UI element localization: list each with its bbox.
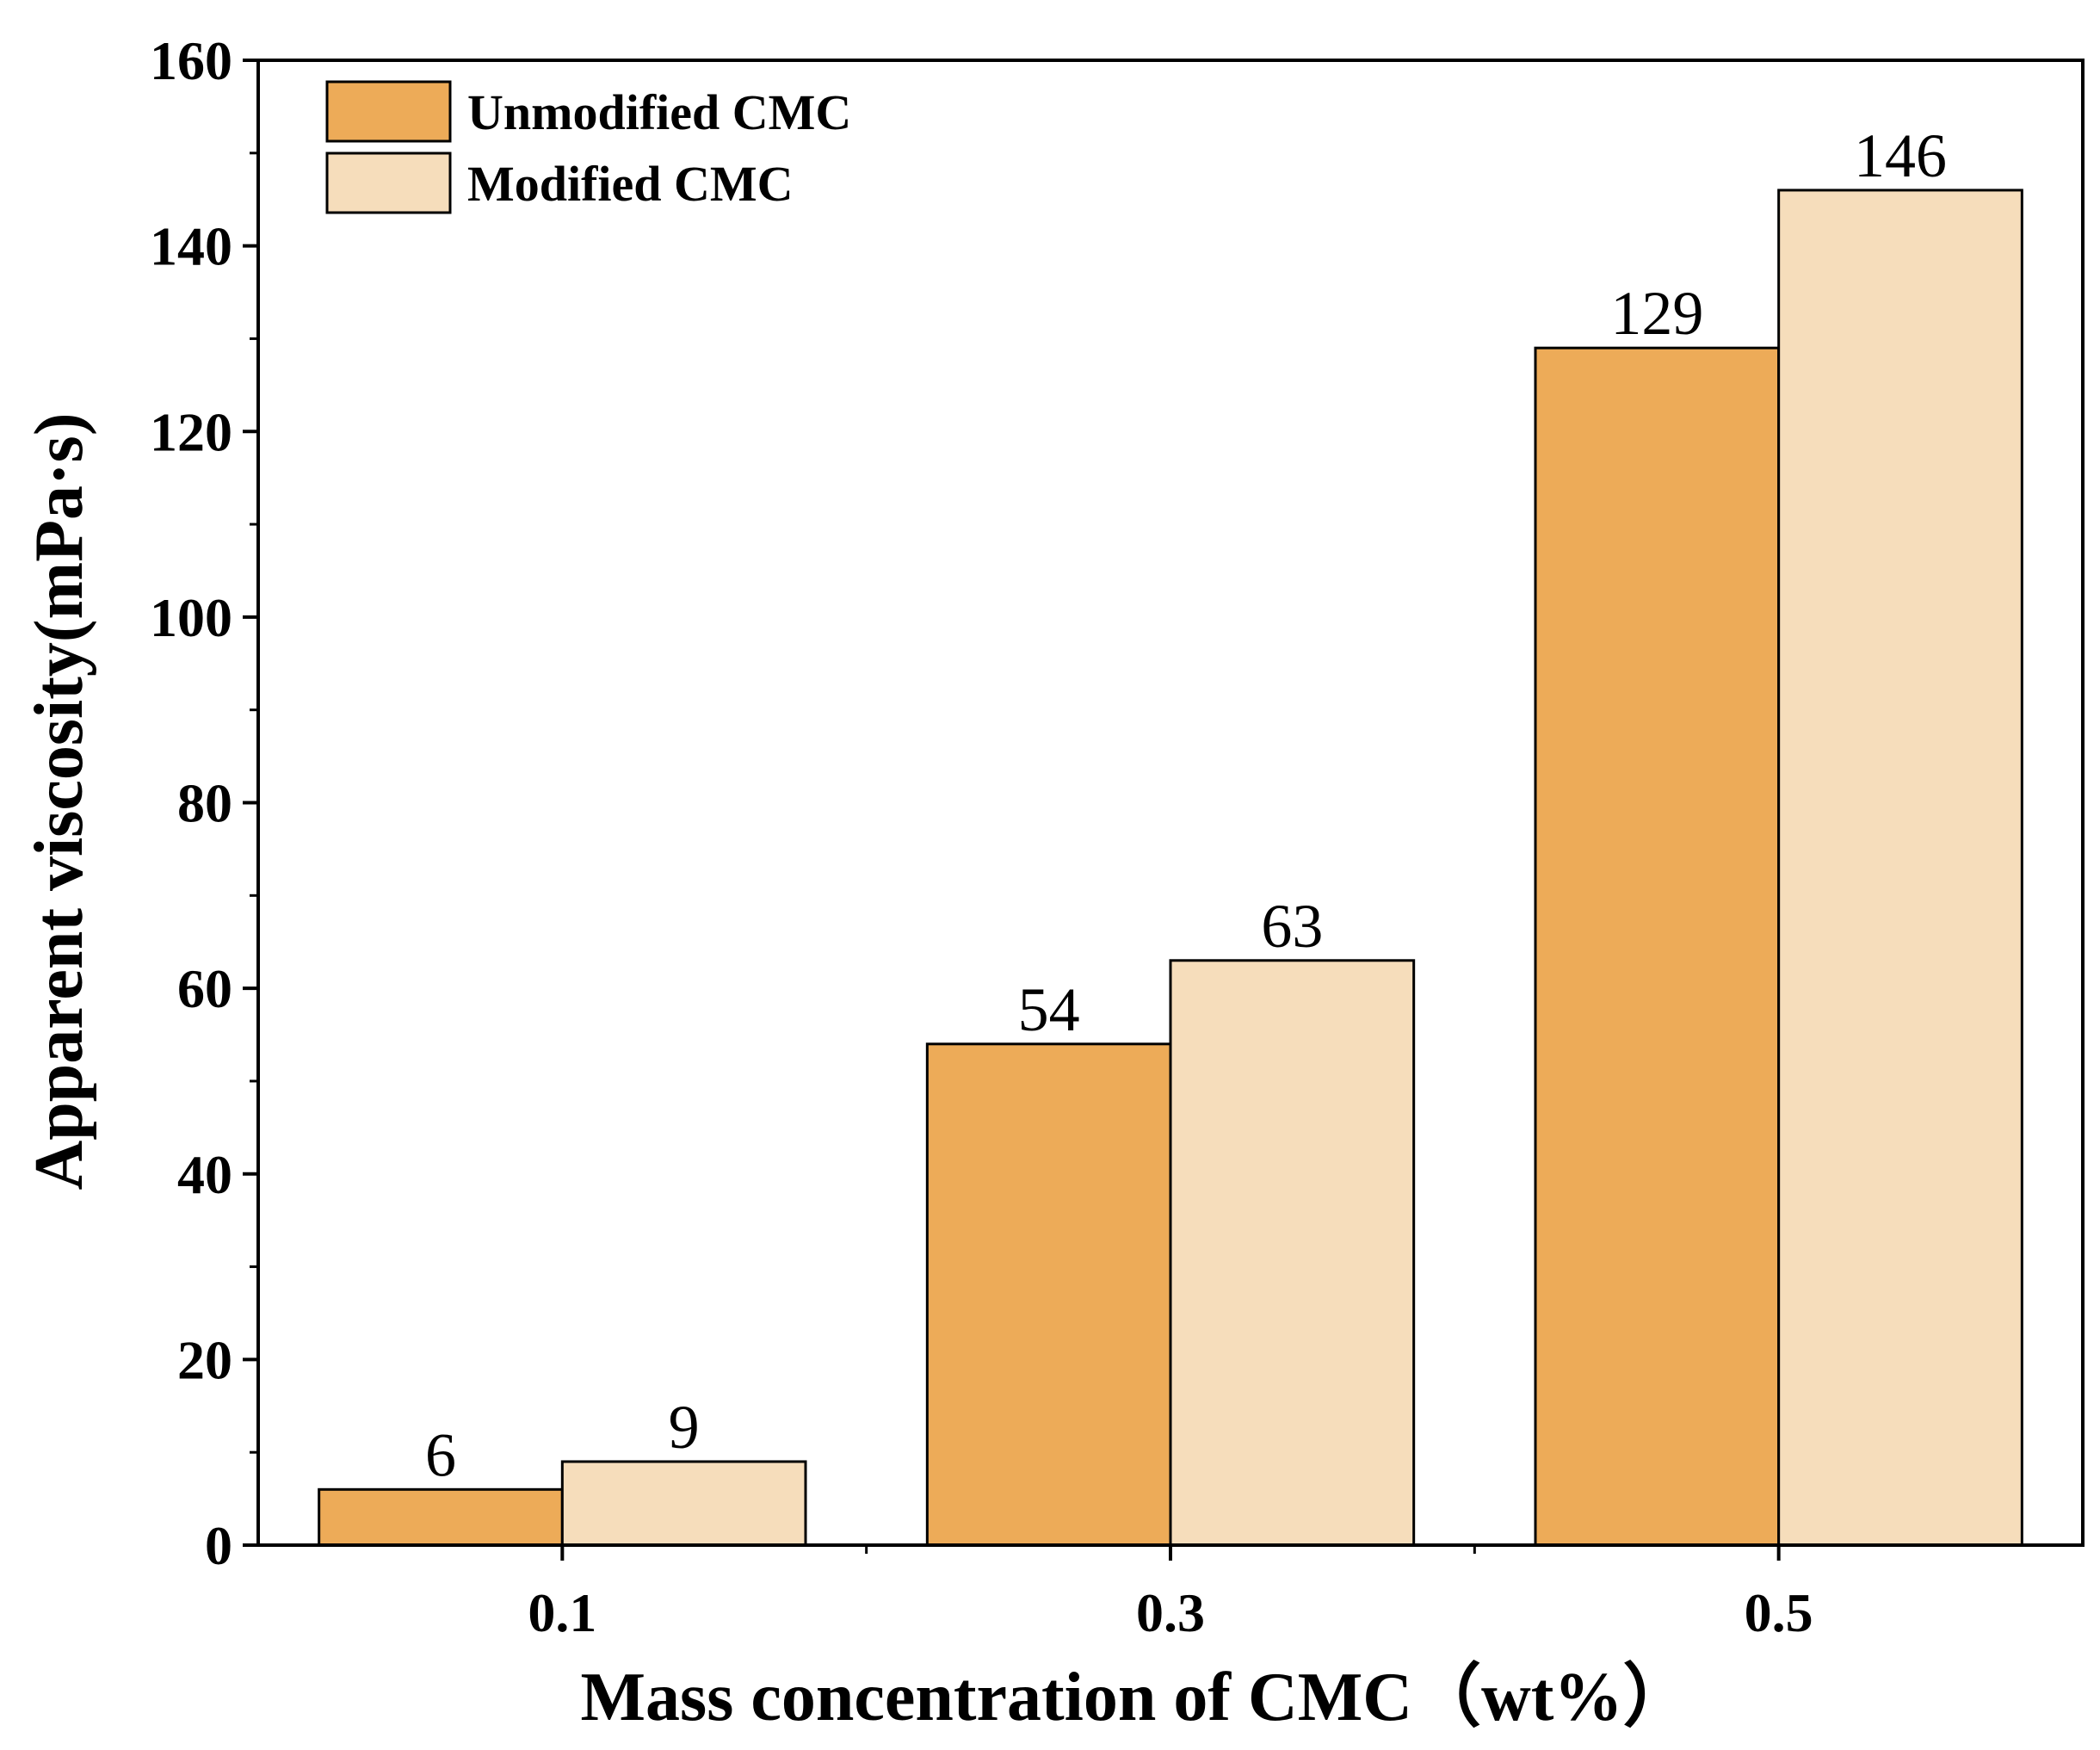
bar-modified <box>1777 189 2023 1547</box>
bar-data-label: 54 <box>1018 975 1080 1044</box>
legend-label-modified: Modified CMC <box>467 156 794 212</box>
bar-data-label: 63 <box>1261 892 1323 961</box>
y-tick-label: 60 <box>177 958 232 1019</box>
bar-data-label: 129 <box>1610 279 1703 348</box>
bar-unmodified <box>925 1042 1172 1547</box>
y-tick-label: 160 <box>150 30 232 91</box>
labels-layer: 0 20 40 60 80 100 120 140 160 0.1 6 9 0.3 54 63 0.5 129 1… <box>150 30 1947 1643</box>
x-tick-label: 0.1 <box>528 1582 596 1643</box>
bar-modified <box>1169 959 1416 1547</box>
y-tick-label: 20 <box>177 1329 232 1390</box>
bar-data-label: 9 <box>669 1393 700 1462</box>
y-tick-label: 120 <box>150 401 232 462</box>
bar-unmodified <box>1534 346 1781 1547</box>
y-tick-label: 140 <box>150 216 232 277</box>
legend-swatch-unmodified <box>325 80 452 143</box>
y-axis-title: Apparent viscosity(mPa·s) <box>22 413 97 1190</box>
bar-modified <box>560 1460 807 1547</box>
y-tick-label: 0 <box>205 1515 232 1576</box>
x-axis-title: Mass concentration of CMC（wt%） <box>581 1660 1692 1735</box>
bar-data-label: 146 <box>1854 121 1947 190</box>
y-tick-label: 100 <box>150 587 232 648</box>
bars-layer <box>318 189 2023 1547</box>
x-tick-label: 0.5 <box>1745 1582 1813 1643</box>
bar-data-label: 6 <box>425 1420 456 1489</box>
legend-swatch-modified <box>325 152 452 214</box>
legend-label-unmodified: Unmodified CMC <box>467 84 851 140</box>
ticks-layer <box>243 59 1781 1561</box>
legend: Unmodified CMC Modified CMC <box>325 80 851 214</box>
y-tick-label: 40 <box>177 1144 232 1205</box>
x-tick-label: 0.3 <box>1136 1582 1205 1643</box>
y-tick-label: 80 <box>177 773 232 834</box>
bar-unmodified <box>318 1487 564 1547</box>
